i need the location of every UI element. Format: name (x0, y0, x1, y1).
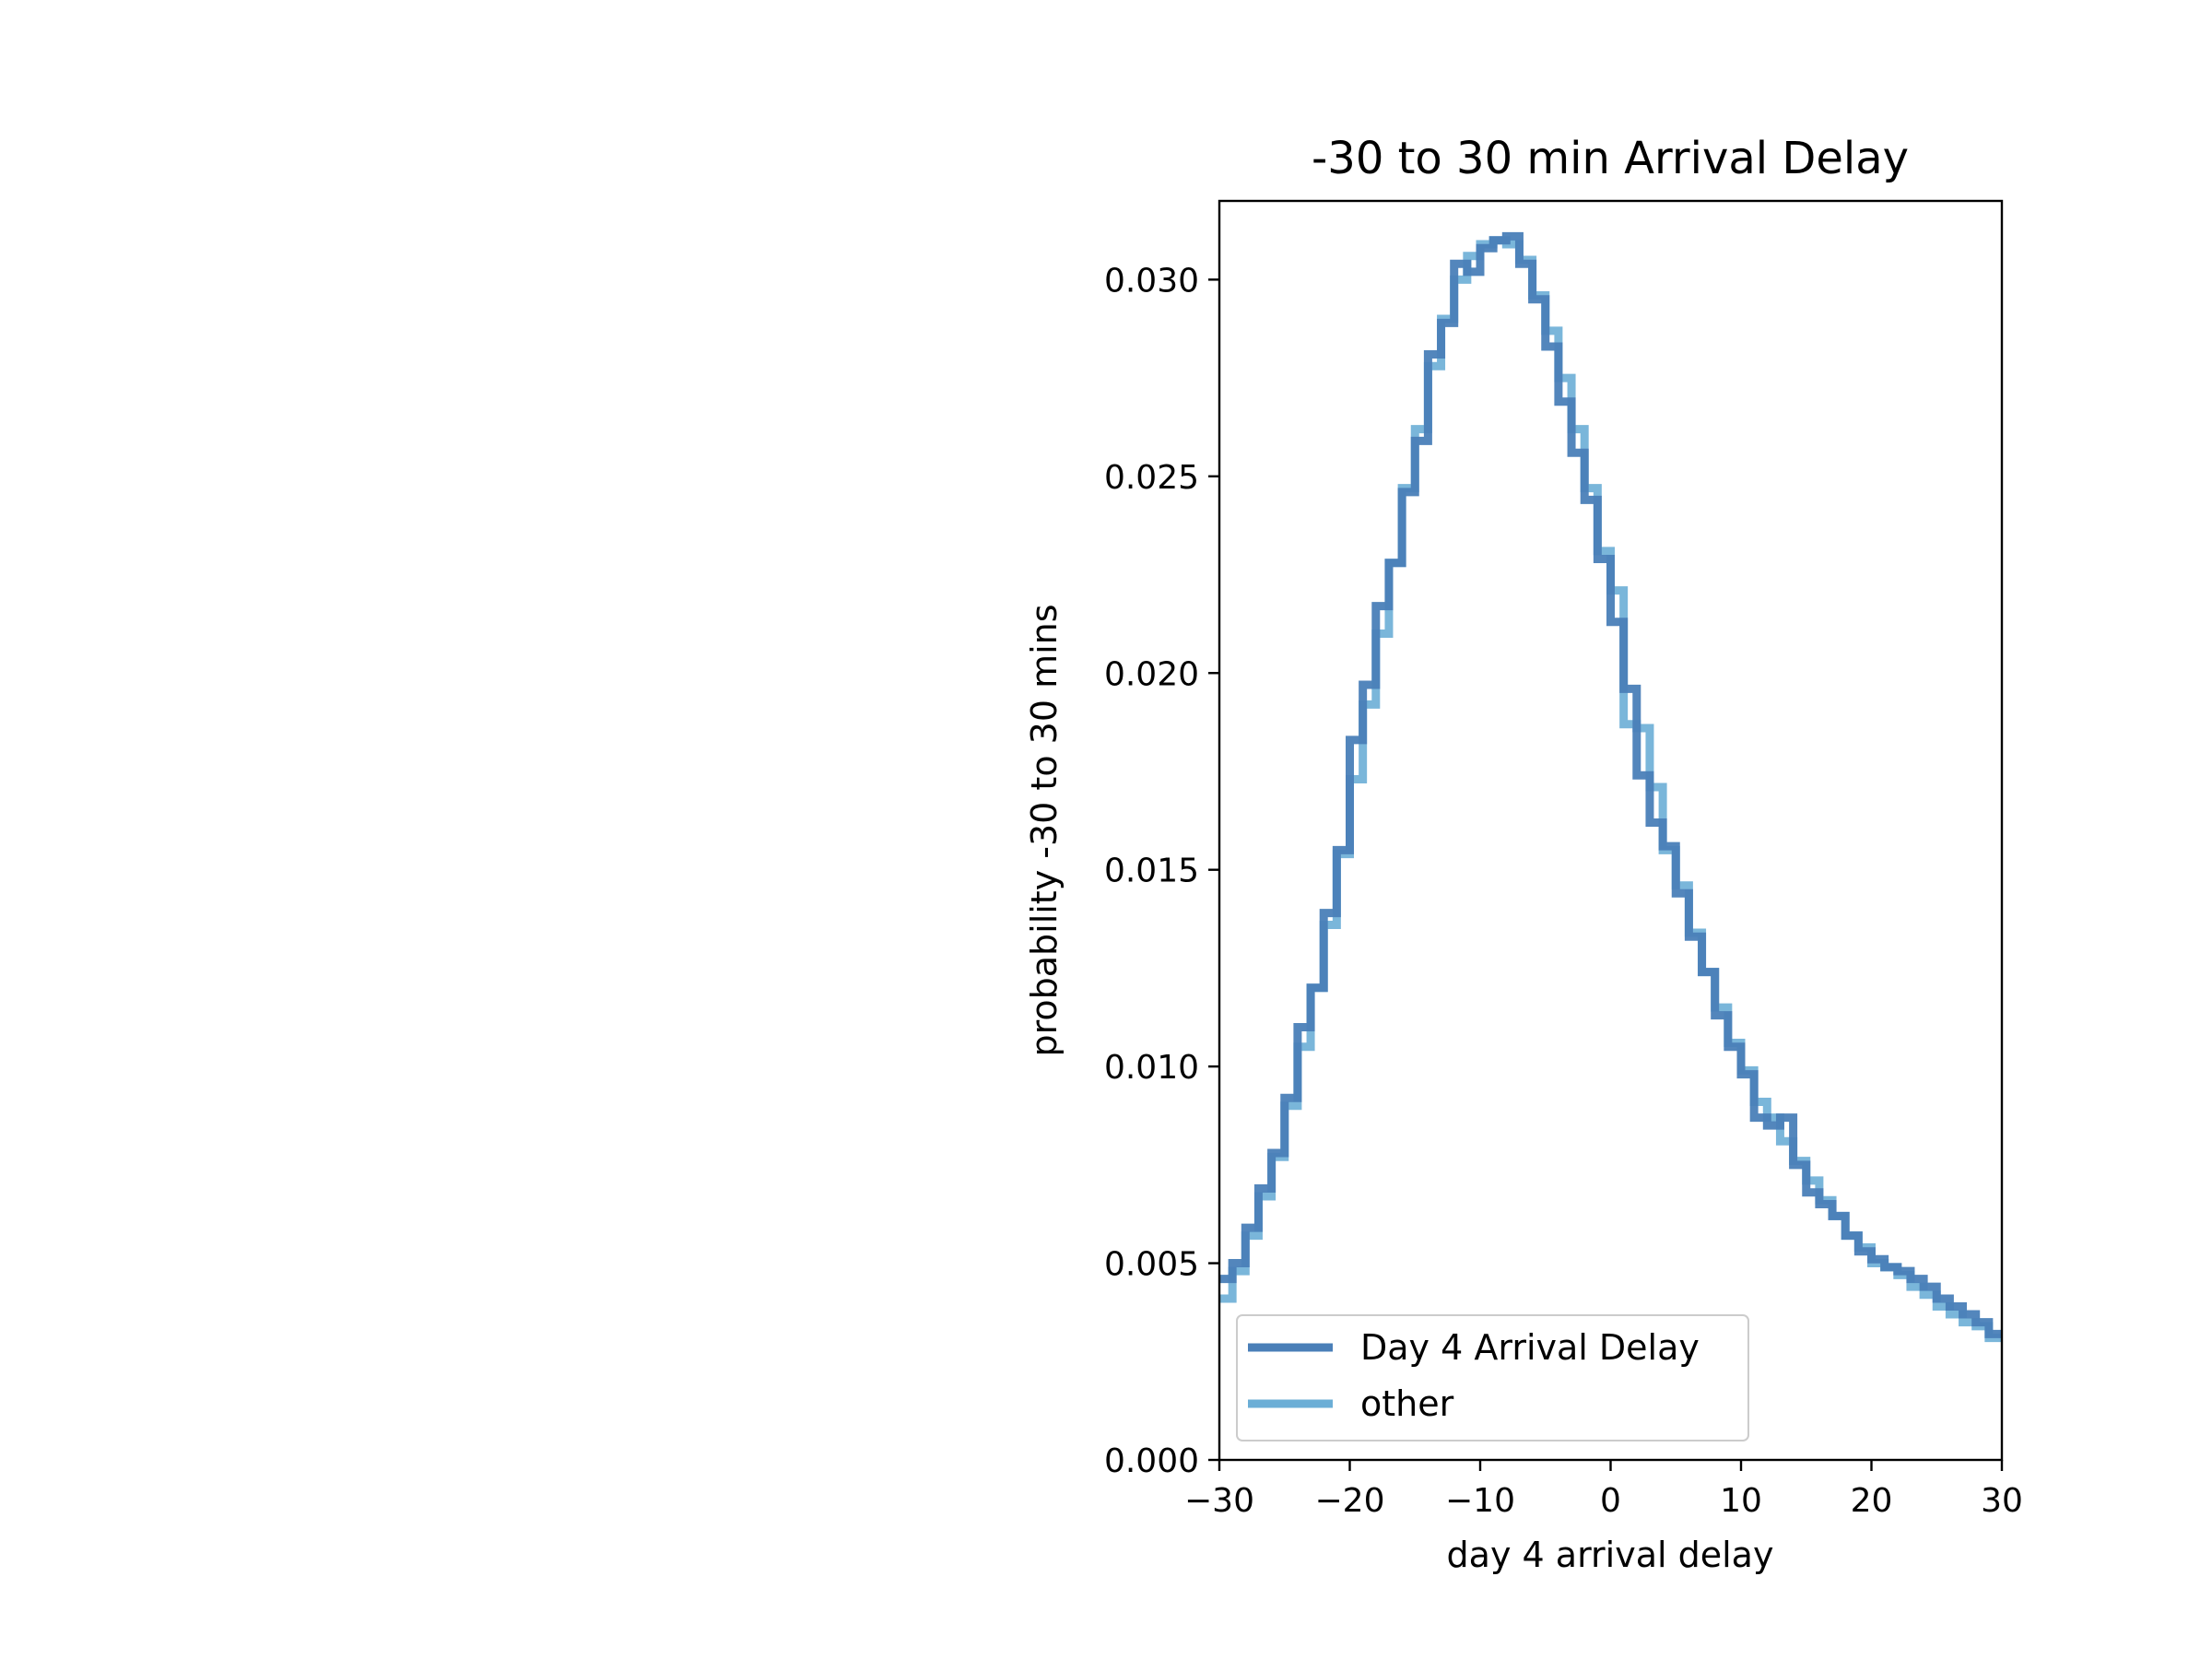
legend-box (1236, 1314, 1749, 1441)
y-tick-label: 0.005 (1104, 1246, 1199, 1284)
x-tick-label: 10 (1720, 1482, 1762, 1520)
x-tick-label: 0 (1600, 1482, 1621, 1520)
y-axis: 0.000 0.005 0.010 0.015 0.020 0.025 0.030 (1104, 262, 1219, 1480)
y-tick-label: 0.020 (1104, 655, 1199, 693)
legend-label-other: other (1360, 1383, 1454, 1424)
y-tick-label: 0.030 (1104, 262, 1199, 300)
x-tick-label: −10 (1445, 1482, 1515, 1520)
chart-title: -30 to 30 min Arrival Delay (1312, 133, 1909, 184)
y-tick-label: 0.000 (1104, 1442, 1199, 1480)
x-tick-label: 20 (1851, 1482, 1893, 1520)
x-axis-label: day 4 arrival delay (1447, 1535, 1774, 1575)
x-tick-label: −20 (1315, 1482, 1385, 1520)
y-axis-label: probability -30 to 30 mins (1024, 604, 1065, 1056)
series-line-day4 (1219, 231, 2002, 1338)
series-layer (1219, 231, 2002, 1343)
x-axis: −30 −20 −10 0 10 20 30 (1184, 1460, 2023, 1520)
y-tick-label: 0.025 (1104, 459, 1199, 497)
y-tick-label: 0.015 (1104, 853, 1199, 890)
legend-label-day4: Day 4 Arrival Delay (1360, 1327, 1700, 1368)
x-tick-label: −30 (1184, 1482, 1254, 1520)
x-tick-label: 30 (1981, 1482, 2023, 1520)
y-tick-label: 0.010 (1104, 1049, 1199, 1087)
legend: Day 4 Arrival Delay other (1236, 1314, 1749, 1441)
